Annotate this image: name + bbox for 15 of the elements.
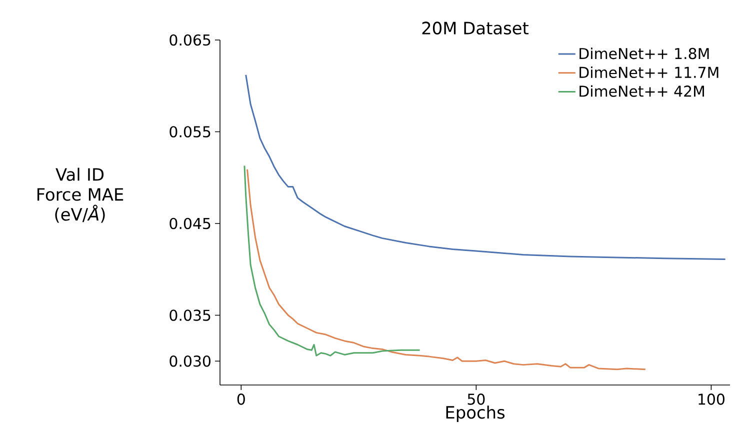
chart-title: 20M Dataset bbox=[422, 22, 529, 34]
y-tick-label: 0.065 bbox=[170, 34, 210, 46]
y-axis-title: Val ID Force MAE (eV/Å) bbox=[37, 168, 124, 223]
x-tick-label: 0 bbox=[237, 394, 245, 405]
x-tick-label: 50 bbox=[468, 394, 485, 405]
y-tick-label: 0.055 bbox=[170, 126, 210, 138]
y-tick-label: 0.035 bbox=[170, 310, 210, 321]
y-tick-label: 0.030 bbox=[170, 355, 210, 367]
legend-label: DimeNet++ 11.7M bbox=[580, 66, 718, 78]
legend-label: DimeNet++ 1.8M bbox=[580, 48, 709, 60]
legend-label: DimeNet++ 42M bbox=[580, 85, 704, 97]
x-tick-label: 100 bbox=[698, 394, 724, 405]
x-axis-title: Epochs bbox=[446, 406, 505, 422]
y-tick-label: 0.045 bbox=[170, 218, 210, 230]
line-series bbox=[246, 168, 646, 370]
